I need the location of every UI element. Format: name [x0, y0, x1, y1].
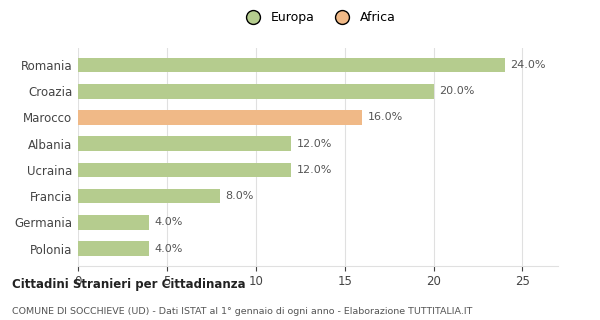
Bar: [78, 215, 149, 229]
Text: 20.0%: 20.0%: [439, 86, 474, 96]
Legend: Europa, Africa: Europa, Africa: [236, 6, 400, 29]
Bar: [78, 84, 434, 99]
Text: 4.0%: 4.0%: [154, 244, 183, 253]
Text: COMUNE DI SOCCHIEVE (UD) - Dati ISTAT al 1° gennaio di ogni anno - Elaborazione : COMUNE DI SOCCHIEVE (UD) - Dati ISTAT al…: [12, 307, 472, 316]
Bar: [78, 137, 292, 151]
Text: 4.0%: 4.0%: [154, 217, 183, 227]
Text: Cittadini Stranieri per Cittadinanza: Cittadini Stranieri per Cittadinanza: [12, 278, 245, 291]
Text: 12.0%: 12.0%: [296, 165, 332, 175]
Bar: [78, 241, 149, 256]
Bar: [78, 189, 220, 203]
Bar: [78, 58, 505, 72]
Text: 24.0%: 24.0%: [510, 60, 545, 70]
Bar: [78, 110, 362, 125]
Text: 16.0%: 16.0%: [368, 113, 403, 123]
Text: 12.0%: 12.0%: [296, 139, 332, 149]
Text: 8.0%: 8.0%: [226, 191, 254, 201]
Bar: [78, 163, 292, 177]
